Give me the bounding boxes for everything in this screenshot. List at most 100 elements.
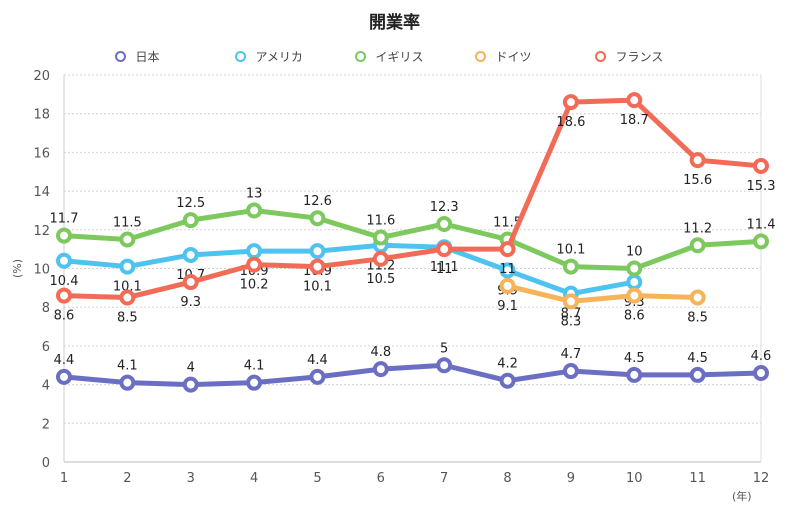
data-label: 11.1 xyxy=(430,260,459,275)
legend-item: アメリカ xyxy=(215,48,335,65)
data-label: 12.6 xyxy=(303,194,332,209)
data-point xyxy=(309,210,326,227)
legend-marker-icon xyxy=(234,51,246,62)
data-point xyxy=(56,287,72,304)
x-tick-label: 8 xyxy=(503,471,511,486)
legend-item: フランス xyxy=(575,48,695,65)
data-label: 4.7 xyxy=(561,347,582,362)
x-tick-label: 10 xyxy=(626,471,643,486)
data-label: 10.4 xyxy=(50,274,79,289)
legend-label: ドイツ xyxy=(495,50,532,64)
data-point xyxy=(753,233,769,250)
data-label: 8.5 xyxy=(117,311,138,326)
data-label: 18.7 xyxy=(620,113,649,128)
data-label: 8.6 xyxy=(54,309,75,324)
x-tick-label: 12 xyxy=(753,471,770,486)
y-tick-label: 16 xyxy=(33,146,50,161)
data-label: 12.5 xyxy=(176,196,205,211)
x-axis-label: (年) xyxy=(732,490,752,503)
data-label: 4 xyxy=(187,361,195,376)
y-tick-label: 2 xyxy=(42,417,50,432)
x-tick-label: 3 xyxy=(187,471,195,486)
data-label: 9.1 xyxy=(497,299,518,314)
legend-label: フランス xyxy=(615,50,664,64)
x-tick-label: 2 xyxy=(123,471,131,486)
data-point xyxy=(119,231,136,248)
data-point xyxy=(436,357,453,374)
data-point xyxy=(246,374,263,391)
data-point xyxy=(436,215,453,232)
y-tick-label: 18 xyxy=(33,108,50,123)
data-point xyxy=(753,157,769,174)
legend-marker-icon xyxy=(114,51,126,62)
data-label: 4.5 xyxy=(624,351,645,366)
data-point xyxy=(182,376,199,393)
data-label: 18.6 xyxy=(556,115,585,130)
data-label: 9.3 xyxy=(180,295,201,310)
data-point xyxy=(246,202,263,219)
data-label: 12.3 xyxy=(430,200,459,215)
data-label: 4.5 xyxy=(687,351,708,366)
data-point xyxy=(309,368,326,385)
data-label: 10.1 xyxy=(556,243,585,258)
data-point xyxy=(372,250,389,267)
series-line-1 xyxy=(63,362,762,388)
data-point xyxy=(562,94,579,111)
x-tick-label: 5 xyxy=(313,471,321,486)
data-point xyxy=(246,243,263,260)
data-label: 4.8 xyxy=(370,345,391,360)
data-label: 11 xyxy=(499,262,516,277)
data-point xyxy=(626,92,643,109)
legend-item: ドイツ xyxy=(455,48,575,65)
data-label: 11.5 xyxy=(113,215,142,230)
data-point xyxy=(372,361,389,378)
legend-marker-icon xyxy=(594,51,606,62)
data-point xyxy=(56,252,72,269)
data-label: 10.5 xyxy=(366,272,395,287)
data-label: 4.6 xyxy=(751,349,772,364)
data-point xyxy=(626,274,643,291)
data-label: 10.1 xyxy=(303,280,332,295)
x-tick-label: 7 xyxy=(440,471,448,486)
data-label: 4.4 xyxy=(54,353,75,368)
x-tick-label: 4 xyxy=(250,471,258,486)
data-label: 11 xyxy=(436,262,453,277)
y-tick-label: 0 xyxy=(42,456,50,471)
data-label: 4.1 xyxy=(244,359,265,374)
data-point xyxy=(562,363,579,380)
data-label: 8.5 xyxy=(687,311,708,326)
chart-title: 開業率 xyxy=(369,13,420,33)
data-label: 15.6 xyxy=(683,173,712,188)
data-point xyxy=(499,277,516,294)
data-label: 10 xyxy=(626,245,643,260)
data-point xyxy=(753,364,769,381)
data-label: 11.4 xyxy=(747,217,776,232)
data-point xyxy=(246,256,263,273)
series-line-4 xyxy=(506,283,698,304)
data-point xyxy=(626,260,643,277)
legend-marker-icon xyxy=(354,51,366,62)
legend-item: 日本 xyxy=(95,48,215,65)
y-tick-label: 10 xyxy=(33,263,50,278)
data-point xyxy=(182,212,199,229)
data-point xyxy=(119,289,136,306)
data-label: 5 xyxy=(440,341,448,356)
data-point xyxy=(689,237,706,254)
y-tick-label: 6 xyxy=(42,340,50,355)
legend-label: 日本 xyxy=(135,50,160,64)
data-point xyxy=(309,243,326,260)
data-point xyxy=(562,258,579,275)
data-label: 4.2 xyxy=(497,357,518,372)
data-label: 4.4 xyxy=(307,353,328,368)
data-label: 15.3 xyxy=(747,179,776,194)
data-point xyxy=(499,262,516,279)
data-point xyxy=(626,287,643,304)
data-point xyxy=(436,241,453,258)
data-label: 10.2 xyxy=(240,278,269,293)
x-tick-label: 1 xyxy=(60,471,68,486)
data-label: 10.1 xyxy=(113,280,142,295)
data-point xyxy=(182,246,199,263)
data-point xyxy=(119,374,136,391)
data-label: 13 xyxy=(246,186,263,201)
y-tick-label: 14 xyxy=(33,185,50,200)
